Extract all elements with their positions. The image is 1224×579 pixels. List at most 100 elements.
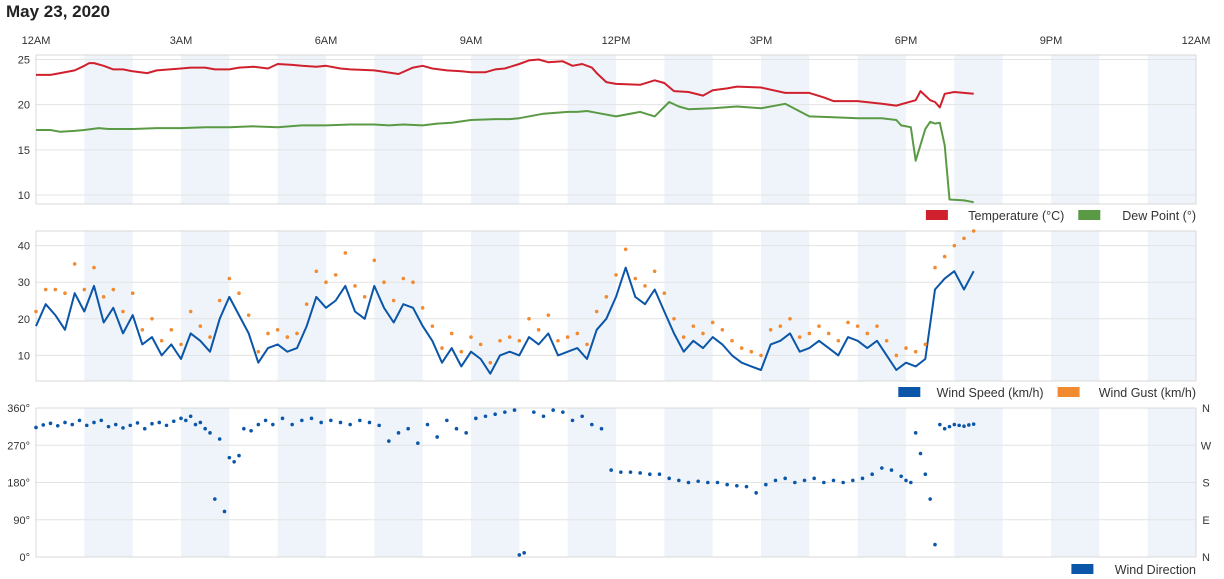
wind-direction-point [184, 418, 188, 423]
wind-direction-point [227, 455, 232, 460]
wind-gust-km-h-point [295, 331, 299, 336]
wind-gust-km-h-point [478, 342, 483, 347]
y-tick-label: 15 [18, 145, 30, 157]
wind-direction-point [63, 420, 67, 425]
wind-direction-point [517, 553, 522, 557]
wind-gust-km-h-point [739, 346, 744, 350]
wind-direction-point [802, 478, 807, 483]
y-tick-label: 360° [7, 403, 30, 415]
wind-gust-km-h-point [517, 338, 522, 343]
wind-direction-point [933, 542, 937, 547]
wind-direction-point [41, 423, 46, 427]
hour-band [181, 55, 230, 204]
wind-gust-km-h-point [237, 291, 241, 295]
wind-direction-point [870, 472, 874, 477]
wind-direction-point [928, 497, 932, 501]
wind-direction-point [851, 478, 855, 483]
wind-direction-point [754, 491, 758, 495]
wind-gust-km-h-point [382, 280, 386, 285]
legend-swatch [1071, 564, 1094, 574]
wind-gust-km-h-point [527, 317, 531, 321]
wind-gust-km-h-point [217, 298, 222, 303]
hour-band [374, 55, 423, 204]
wind-direction-point [464, 431, 468, 435]
y-tick-label: 180° [7, 478, 30, 490]
wind-direction-point [198, 420, 203, 425]
wind-direction-point [909, 480, 913, 485]
wind-direction-point [609, 468, 613, 472]
y-tick-label: 40 [18, 241, 30, 253]
wind-gust-km-h-point [101, 295, 106, 299]
wind-direction-point [957, 423, 961, 428]
wind-gust-km-h-point [333, 273, 338, 277]
wind-gust-km-h-point [82, 287, 87, 292]
y-right-label: N [1202, 403, 1210, 415]
y-tick-label: 10 [18, 190, 30, 202]
wind-direction-point [967, 423, 971, 427]
wind-direction-point [99, 418, 104, 423]
wind-speed-km-h-line [35, 266, 975, 375]
wind-direction-point [913, 431, 918, 435]
plot-frame [35, 230, 1197, 382]
hour-band [567, 55, 616, 204]
wind-direction-point [338, 420, 343, 425]
wind-direction-point [793, 480, 797, 485]
wind-gust-km-h-point [904, 346, 908, 350]
wind-direction-point [522, 551, 526, 555]
hour-band [954, 55, 1003, 204]
wind-direction-point [435, 435, 439, 439]
wind-gust-km-h-point [198, 324, 203, 328]
legend-swatch [898, 387, 921, 397]
wind-gust-km-h-point [894, 353, 899, 358]
wind-direction-point [208, 431, 212, 435]
wind-direction-point [773, 478, 778, 483]
hour-band [954, 231, 1003, 381]
wind-gust-km-h-point [208, 335, 212, 339]
wind-gust-km-h-point [691, 324, 696, 328]
wind-gust-km-h-point [420, 306, 425, 310]
wind-direction-point [377, 423, 381, 428]
wind-gust-km-h-point [72, 262, 77, 266]
wind-gust-km-h-point [266, 331, 270, 336]
wind-direction-point [783, 476, 787, 481]
wind-gust-km-h-point [875, 324, 879, 328]
wind-gust-km-h-point [865, 331, 870, 336]
wind-direction-point [203, 426, 207, 431]
legend-swatch [1078, 210, 1101, 220]
wind-gust-km-h-point [971, 229, 976, 233]
time-axis-label: 3AM [170, 35, 193, 47]
wind-gust-km-h-point [324, 280, 328, 285]
hour-band [277, 231, 326, 381]
wind-gust-km-h-point [411, 280, 415, 285]
wind-gust-km-h-point [150, 317, 154, 321]
hour-band [84, 231, 133, 381]
y-tick-label: 270° [7, 440, 30, 452]
wind-gust-km-h-point [440, 346, 444, 350]
wind-gust-km-h-point [594, 309, 599, 314]
wind-direction-point [249, 428, 253, 433]
wind-direction-point [106, 424, 111, 429]
y-tick-label: 10 [18, 350, 30, 362]
wind-direction-point [947, 424, 952, 429]
wind-direction-point [512, 408, 517, 412]
wind-direction-point [628, 470, 633, 474]
wind-direction-point [638, 471, 642, 475]
wind-direction-point [474, 416, 478, 421]
wind-direction-point [280, 416, 285, 421]
temperature-c-line [36, 58, 974, 109]
chart-panel-1 [35, 54, 1197, 205]
wind-gust-km-h-point [681, 335, 686, 339]
wind-gust-km-h-point [469, 335, 473, 339]
wind-direction-point [113, 422, 118, 427]
wind-direction-point [150, 421, 154, 426]
wind-direction-point [92, 420, 96, 425]
wind-direction-point [532, 410, 536, 414]
hour-band [761, 231, 810, 381]
wind-gust-km-h-point [507, 335, 512, 339]
wind-gust-km-h-point [159, 338, 164, 343]
wind-gust-km-h-point [285, 335, 290, 339]
wind-direction-point [706, 480, 710, 485]
wind-gust-km-h-point [188, 309, 193, 314]
wind-direction-point [358, 418, 362, 423]
wind-gust-km-h-point [614, 273, 618, 277]
